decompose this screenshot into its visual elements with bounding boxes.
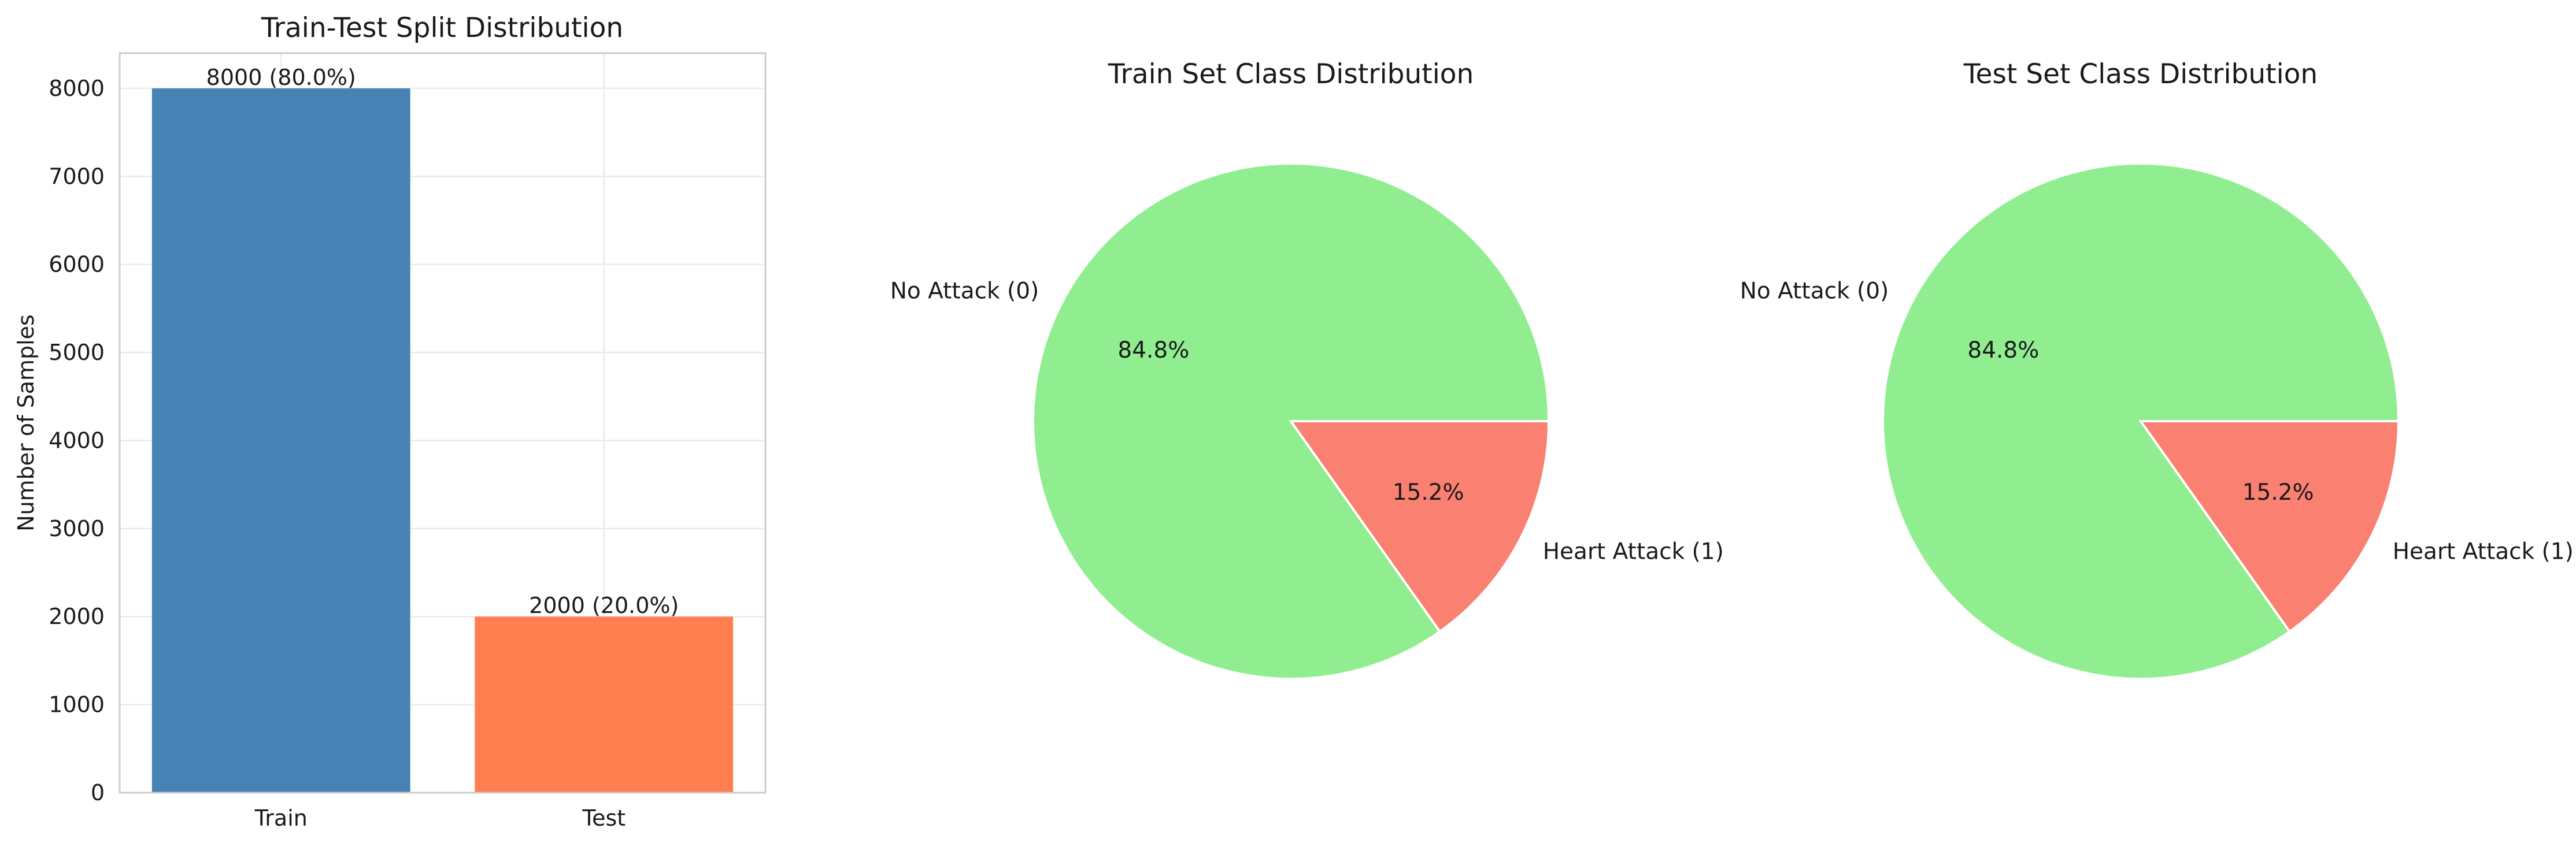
bar-y-axis-label: Number of Samples (13, 314, 39, 532)
bar-chart-title: Train-Test Split Distribution (261, 12, 623, 44)
y-tick-label: 8000 (49, 76, 105, 101)
test-pie-title: Test Set Class Distribution (1963, 58, 2318, 90)
bar-data-label: 2000 (20.0%) (529, 593, 679, 618)
pie-percent-label: 84.8% (1967, 337, 2039, 363)
bar-y-tick-labels: 0 1000 2000 3000 4000 5000 6000 7000 8000 (49, 76, 105, 805)
y-tick-label: 4000 (49, 428, 105, 453)
test-pie: No Attack (0) 84.8% Heart Attack (1) 15.2% (1740, 162, 2574, 680)
y-tick-label: 5000 (49, 340, 105, 365)
pie-label: No Attack (0) (890, 278, 1039, 304)
y-tick-label: 0 (91, 780, 105, 805)
y-tick-label: 6000 (49, 252, 105, 277)
y-tick-label: 7000 (49, 164, 105, 189)
x-tick-label: Test (582, 805, 626, 831)
test-pie-panel: Test Set Class Distribution No Attack (0… (1740, 58, 2574, 680)
train-pie: No Attack (0) 84.8% Heart Attack (1) 15.2% (890, 162, 1724, 680)
pie-percent-label: 15.2% (2242, 480, 2314, 506)
bar-data-label: 8000 (80.0%) (206, 65, 356, 90)
x-tick-label: Train (254, 805, 308, 831)
bar-test (475, 616, 734, 793)
bar-data-labels: 8000 (80.0%) 2000 (20.0%) (206, 65, 679, 618)
pie-percent-label: 15.2% (1393, 480, 1464, 506)
bar-series (151, 88, 734, 793)
pie-label: Heart Attack (1) (2393, 538, 2574, 564)
bar-axes-frame (119, 52, 767, 794)
y-tick-label: 1000 (49, 692, 105, 718)
pie-slice-heart-attack (2138, 420, 2400, 633)
train-pie-panel: Train Set Class Distribution No Attack (… (890, 58, 1724, 680)
y-tick-label: 2000 (49, 604, 105, 629)
pie-percent-label: 84.8% (1117, 337, 1189, 363)
pie-label: No Attack (0) (1740, 278, 1889, 304)
bar-x-tick-labels: Train Test (254, 805, 626, 831)
pie-slice-heart-attack (1289, 420, 1550, 633)
bar-train (151, 88, 410, 793)
train-pie-title: Train Set Class Distribution (1108, 58, 1474, 90)
pie-label: Heart Attack (1) (1543, 538, 1724, 564)
y-tick-label: 3000 (49, 516, 105, 541)
